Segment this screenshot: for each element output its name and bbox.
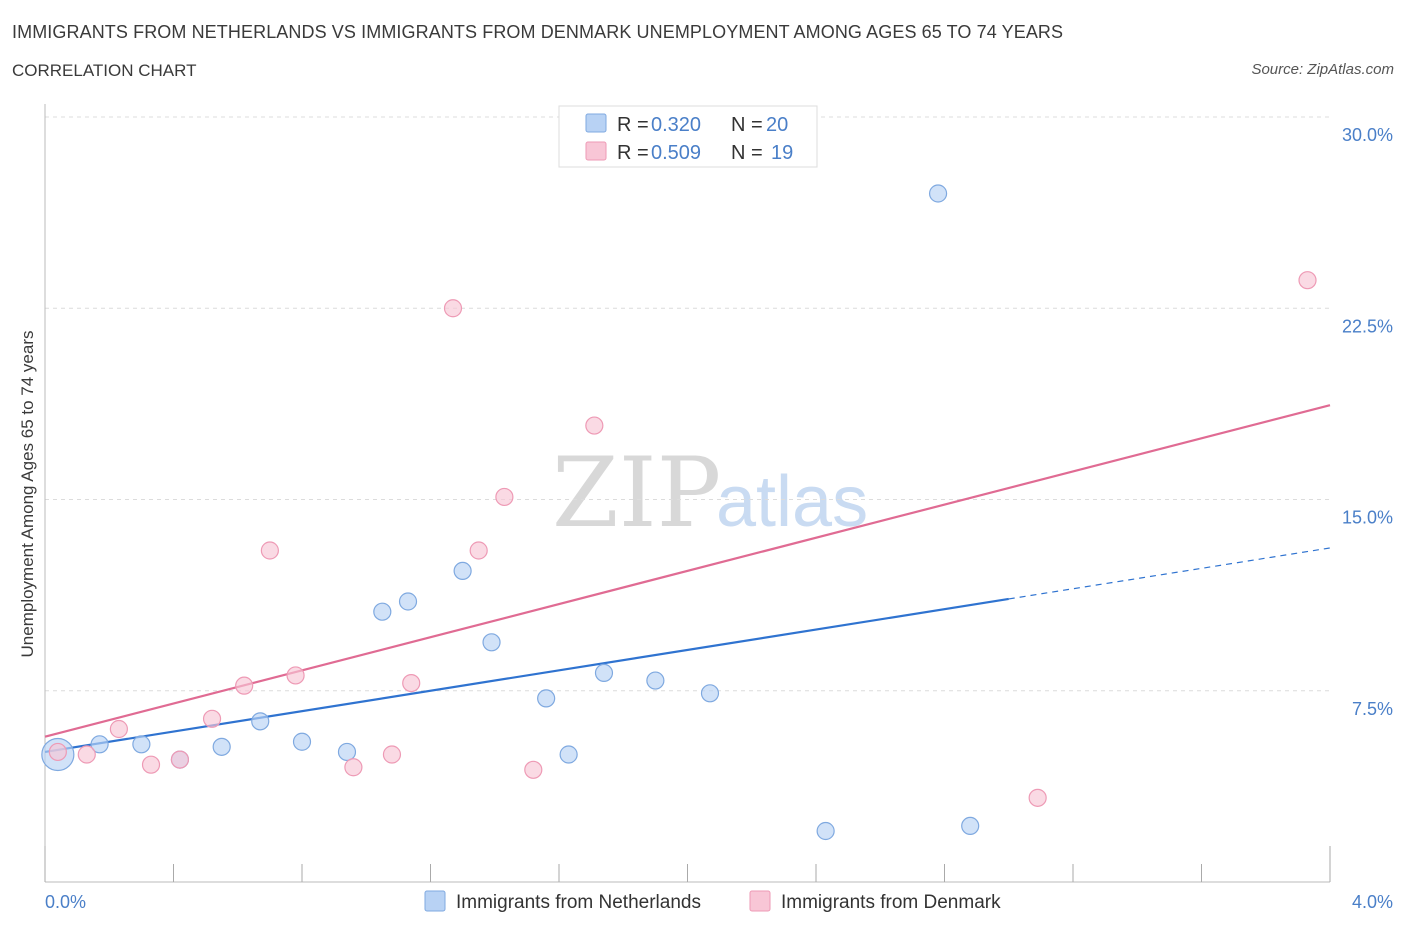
stats-legend: R = 0.320 N = 20 R = 0.509 N = 19 (558, 105, 818, 168)
denmark-n-label: N = (731, 142, 763, 164)
denmark-point-14 (495, 487, 514, 507)
y-tick-label-1: 15.0% (1342, 508, 1393, 528)
denmark-point-5 (202, 709, 222, 728)
x-tick-label-max: 4.0% (1352, 892, 1393, 912)
watermark-atlas: atlas (716, 462, 868, 542)
netherlands-point-14 (594, 663, 614, 683)
netherlands-point-10 (453, 561, 472, 581)
zipatlas-watermark: ZIP atlas (552, 437, 868, 549)
legend-netherlands-label: Immigrants from Netherlands (456, 892, 701, 913)
netherlands-point-8 (373, 602, 392, 621)
netherlands-point-19 (961, 816, 980, 836)
netherlands-swatch (585, 113, 607, 133)
netherlands-point-15 (646, 671, 665, 690)
denmark-r-value: 0.509 (651, 142, 701, 164)
denmark-r-label: R = (617, 142, 649, 164)
netherlands-trend-extension (1008, 547, 1331, 600)
denmark-point-6 (235, 676, 254, 695)
denmark-point-11 (402, 673, 421, 693)
netherlands-n-value: 20 (766, 114, 788, 136)
netherlands-point-1 (90, 735, 109, 754)
y-tick-label-0: 7.5% (1352, 699, 1393, 719)
denmark-point-4 (170, 750, 190, 769)
denmark-swatch (585, 141, 607, 161)
data-points (41, 184, 1317, 841)
source-label: Source: ZipAtlas.com (1251, 61, 1394, 78)
y-tick-labels: 7.5% 15.0% 22.5% 30.0% (1342, 125, 1393, 719)
y-axis-label: Unemployment Among Ages 65 to 74 years (18, 331, 37, 658)
denmark-point-16 (585, 416, 604, 435)
netherlands-point-17 (816, 821, 835, 841)
netherlands-point-18 (928, 184, 948, 203)
chart-subtitle: CORRELATION CHART (12, 61, 197, 80)
legend-netherlands-swatch (424, 890, 446, 912)
denmark-point-2 (109, 719, 128, 739)
denmark-point-0 (48, 742, 67, 762)
netherlands-r-value: 0.320 (651, 114, 701, 136)
netherlands-point-2 (132, 735, 151, 754)
grid-lines (45, 116, 1330, 692)
netherlands-point-11 (482, 633, 501, 652)
denmark-point-17 (1028, 788, 1047, 807)
denmark-point-1 (77, 745, 96, 764)
y-tick-label-3: 30.0% (1342, 125, 1393, 145)
denmark-point-18 (1298, 271, 1317, 290)
netherlands-point-13 (559, 745, 578, 764)
x-tick-label-min: 0.0% (45, 892, 86, 912)
netherlands-point-9 (398, 592, 418, 611)
chart-title: IMMIGRANTS FROM NETHERLANDS VS IMMIGRANT… (12, 22, 1064, 42)
netherlands-n-label: N = (731, 114, 763, 136)
netherlands-point-7 (337, 742, 357, 762)
legend-denmark-swatch (749, 890, 771, 912)
denmark-n-value: 19 (771, 142, 793, 164)
netherlands-point-12 (537, 689, 556, 708)
denmark-point-8 (286, 666, 305, 685)
denmark-point-3 (141, 755, 161, 774)
denmark-point-12 (443, 299, 463, 318)
netherlands-point-5 (251, 712, 270, 731)
denmark-point-7 (260, 541, 279, 560)
denmark-point-15 (524, 760, 543, 779)
netherlands-point-4 (212, 737, 231, 756)
watermark-zip: ZIP (552, 437, 721, 549)
denmark-trend-line (44, 404, 1331, 738)
netherlands-r-label: R = (617, 114, 649, 136)
legend-denmark-label: Immigrants from Denmark (781, 892, 1001, 913)
denmark-point-13 (469, 541, 488, 560)
netherlands-trend-line (44, 597, 1009, 754)
series-legend: Immigrants from Netherlands Immigrants f… (424, 890, 1001, 913)
netherlands-point-6 (292, 732, 312, 751)
denmark-point-9 (344, 758, 363, 777)
netherlands-point-16 (700, 684, 720, 703)
trend-lines (44, 404, 1331, 754)
denmark-point-10 (382, 745, 402, 764)
y-tick-label-2: 22.5% (1342, 316, 1393, 336)
